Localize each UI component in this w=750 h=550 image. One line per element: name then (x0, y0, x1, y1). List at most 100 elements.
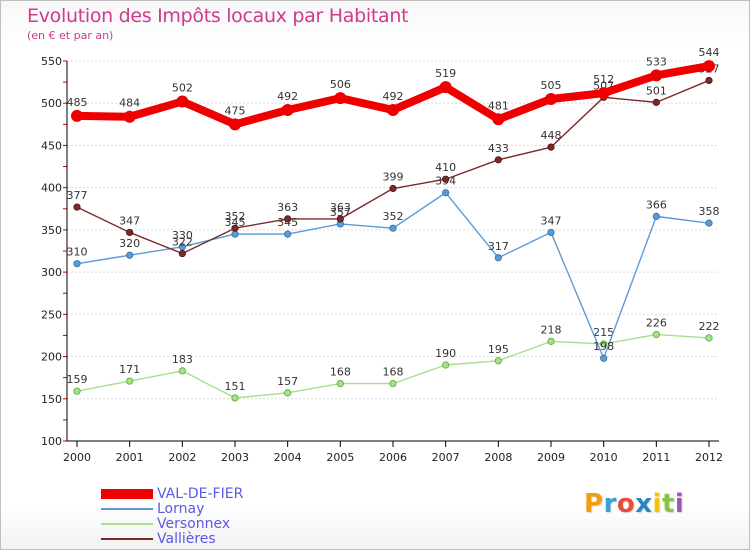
data-point (442, 189, 450, 197)
y-tick-label: 450 (41, 139, 62, 152)
data-point (334, 92, 347, 105)
data-label: 171 (119, 363, 140, 376)
data-label: 218 (541, 323, 562, 336)
data-label: 195 (488, 343, 509, 356)
data-label: 215 (593, 326, 614, 339)
data-label: 222 (699, 320, 720, 333)
data-point (494, 357, 502, 365)
x-tick-label: 2008 (484, 451, 512, 464)
data-label: 492 (383, 90, 404, 103)
data-label: 347 (541, 214, 562, 227)
data-label: 502 (172, 82, 193, 95)
x-tick-label: 2004 (274, 451, 302, 464)
data-point (705, 219, 713, 227)
data-point (442, 361, 450, 369)
data-label: 519 (435, 67, 456, 80)
x-tick-label: 2012 (695, 451, 723, 464)
data-point (494, 254, 502, 262)
data-label: 159 (67, 373, 88, 386)
data-label: 544 (699, 46, 720, 59)
data-label: 475 (225, 104, 246, 117)
data-label: 151 (225, 380, 246, 393)
data-point (178, 367, 186, 375)
legend-swatch (101, 508, 153, 510)
legend-item-val-de-fier[interactable]: VAL-DE-FIER (101, 486, 361, 502)
data-point (652, 330, 660, 339)
data-point (389, 184, 397, 193)
data-point (281, 103, 294, 116)
data-label: 363 (330, 201, 351, 214)
data-point (126, 377, 134, 385)
data-point (126, 228, 134, 237)
data-label: 320 (119, 237, 140, 250)
legend-swatch (101, 538, 153, 540)
data-point (442, 175, 450, 183)
data-label: 330 (172, 229, 193, 242)
chart-subtitle: (en € et par an) (27, 29, 114, 42)
data-point (123, 110, 136, 123)
data-point (73, 203, 81, 211)
data-label: 352 (225, 210, 246, 223)
x-tick-label: 2001 (116, 451, 144, 464)
x-tick-label: 2011 (642, 451, 670, 464)
y-tick-label: 150 (41, 393, 62, 406)
x-tick-label: 2000 (63, 451, 91, 464)
data-point (178, 249, 186, 258)
data-point (284, 389, 292, 397)
data-label: 347 (119, 214, 140, 227)
x-tick-label: 2002 (168, 451, 196, 464)
data-label: 501 (646, 84, 667, 97)
x-tick-label: 2009 (537, 451, 565, 464)
data-point (231, 224, 239, 232)
data-label: 322 (172, 236, 193, 249)
y-tick-label: 300 (41, 266, 62, 279)
data-label: 352 (383, 210, 404, 223)
data-label: 505 (541, 79, 562, 92)
data-point (284, 215, 292, 223)
legend-item-lornay[interactable]: Lornay (101, 501, 361, 517)
y-tick-label: 200 (41, 351, 62, 364)
legend-item-versonnex[interactable]: Versonnex (101, 516, 361, 532)
data-point (71, 109, 83, 122)
data-label: 363 (277, 201, 298, 214)
data-label: 157 (277, 375, 298, 388)
data-label: 366 (646, 198, 667, 211)
data-point (705, 76, 713, 85)
data-label: 198 (593, 340, 614, 353)
legend-swatch (101, 523, 153, 525)
data-point (284, 230, 292, 238)
data-point (389, 379, 397, 388)
legend-label: Vallières (157, 531, 216, 547)
proxiti-logo[interactable]: Proxiti (584, 489, 685, 519)
legend-item-vallieres[interactable]: Vallières (101, 531, 361, 547)
x-tick-label: 2003 (221, 451, 249, 464)
data-point (73, 387, 81, 395)
data-point (387, 103, 399, 116)
y-tick-label: 400 (41, 182, 62, 195)
data-label: 310 (67, 246, 88, 259)
data-point (705, 334, 713, 342)
data-label: 183 (172, 353, 193, 366)
data-point (336, 215, 344, 223)
data-point (439, 81, 452, 94)
data-label: 317 (488, 240, 509, 253)
y-tick-label: 100 (41, 435, 62, 448)
data-label: 377 (67, 189, 88, 202)
y-tick-label: 350 (41, 224, 62, 237)
data-label: 399 (383, 171, 404, 184)
data-point (650, 69, 663, 82)
data-label: 485 (67, 96, 88, 109)
data-point (231, 230, 239, 238)
data-label: 433 (488, 142, 509, 155)
data-label: 512 (593, 73, 614, 86)
data-label: 345 (225, 216, 246, 229)
legend-swatch (101, 489, 153, 499)
data-point (652, 98, 660, 106)
y-tick-label: 500 (41, 97, 62, 110)
data-point (494, 156, 502, 164)
y-tick-label: 250 (41, 308, 62, 321)
chart-title: Evolution des Impôts locaux par Habitant (27, 5, 409, 27)
x-tick-label: 2005 (326, 451, 354, 464)
data-label: 533 (646, 55, 667, 68)
